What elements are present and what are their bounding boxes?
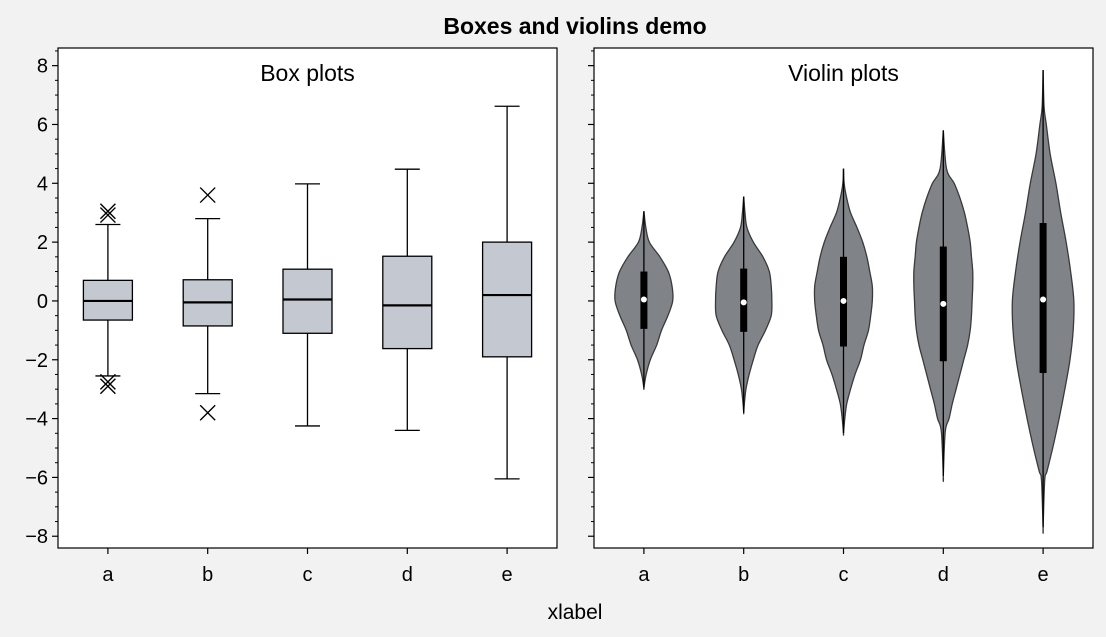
violin-plot-axes: a b c d e xyxy=(588,50,1049,586)
x-tick-label: b xyxy=(202,564,213,586)
x-tick-label: c xyxy=(839,564,849,586)
box-flier xyxy=(199,187,216,204)
box-flier-stroke xyxy=(99,378,116,395)
y-tick-label: −2 xyxy=(25,350,48,372)
violin-median-dot xyxy=(840,297,847,304)
shared-x-axis-label: xlabel xyxy=(548,601,603,624)
box-flier xyxy=(99,373,116,390)
x-tick-label: a xyxy=(102,564,114,586)
box-flier-stroke xyxy=(99,207,116,224)
violin-median-dot xyxy=(640,296,647,303)
box-plot-title: Box plots xyxy=(260,60,355,86)
box-d xyxy=(382,168,433,432)
violin-b xyxy=(714,196,773,415)
x-tick-label: a xyxy=(638,564,650,586)
y-tick-label: 8 xyxy=(37,56,48,78)
violin-plot-marks xyxy=(614,70,1075,534)
y-tick-label: −6 xyxy=(25,467,48,489)
figure-suptitle: Boxes and violins demo xyxy=(443,13,706,39)
box-flier xyxy=(99,207,116,224)
box-body xyxy=(481,241,533,358)
violin-c xyxy=(813,168,874,436)
violin-median-dot xyxy=(740,299,747,306)
x-tick-label: c xyxy=(303,564,313,586)
box-plot-axes: −8 −6 −4 −2 0 2 4 6 8 a b c d e xyxy=(25,50,513,586)
x-tick-label: d xyxy=(938,564,949,586)
violin-plot-title: Violin plots xyxy=(788,60,899,86)
box-a xyxy=(82,203,134,395)
box-flier xyxy=(99,203,116,220)
box-e xyxy=(481,105,533,480)
box-plot-marks xyxy=(82,105,533,480)
box-plot-panel: Box plots −8 −6 −4 −2 0 2 4 6 8 a b c d e xyxy=(25,47,558,586)
box-body xyxy=(382,255,433,350)
box-flier-stroke xyxy=(99,203,116,220)
box-flier-stroke xyxy=(99,373,116,390)
y-tick-label: −8 xyxy=(25,526,48,548)
box-flier xyxy=(199,404,216,421)
box-flier-stroke xyxy=(199,187,216,204)
y-tick-label: 0 xyxy=(37,291,48,313)
violin-median-dot xyxy=(940,300,947,307)
y-tick-label: −4 xyxy=(25,409,48,431)
violin-a xyxy=(614,211,674,391)
violin-median-dot xyxy=(1040,296,1047,303)
x-tick-label: e xyxy=(1038,564,1049,586)
y-tick-label: 4 xyxy=(37,173,48,195)
violin-e xyxy=(1011,70,1075,534)
violin-plot-panel: Violin plots a b c d e xyxy=(588,47,1094,586)
box-c xyxy=(282,183,333,427)
box-b xyxy=(182,187,233,421)
x-tick-label: b xyxy=(738,564,749,586)
box-flier xyxy=(99,378,116,395)
box-body xyxy=(282,268,333,334)
violin-d xyxy=(913,130,974,483)
x-tick-label: e xyxy=(502,564,513,586)
y-tick-label: 6 xyxy=(37,114,48,136)
y-tick-label: 2 xyxy=(37,232,48,254)
x-tick-label: d xyxy=(402,564,413,586)
box-flier-stroke xyxy=(199,404,216,421)
